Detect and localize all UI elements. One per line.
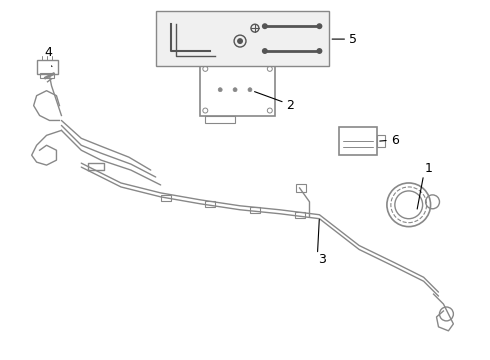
Bar <box>200 64 275 116</box>
Circle shape <box>233 88 237 92</box>
Bar <box>295 184 306 192</box>
Bar <box>37 60 58 74</box>
Circle shape <box>237 38 243 44</box>
Bar <box>156 11 329 66</box>
Circle shape <box>262 48 268 54</box>
Bar <box>377 135 385 147</box>
Text: 1: 1 <box>425 162 433 175</box>
Text: 2: 2 <box>286 99 294 112</box>
Text: 5: 5 <box>349 33 357 46</box>
Bar <box>339 127 377 155</box>
Bar <box>205 116 235 123</box>
Bar <box>40 73 54 78</box>
Circle shape <box>317 48 322 54</box>
Text: 6: 6 <box>391 134 399 147</box>
Circle shape <box>317 23 322 29</box>
Circle shape <box>218 88 222 92</box>
Text: 4: 4 <box>45 46 52 59</box>
Circle shape <box>262 23 268 29</box>
Bar <box>250 207 260 213</box>
Bar <box>161 195 171 201</box>
Circle shape <box>248 88 252 92</box>
Bar <box>205 201 215 207</box>
Bar <box>294 212 305 218</box>
Text: 3: 3 <box>318 253 326 266</box>
